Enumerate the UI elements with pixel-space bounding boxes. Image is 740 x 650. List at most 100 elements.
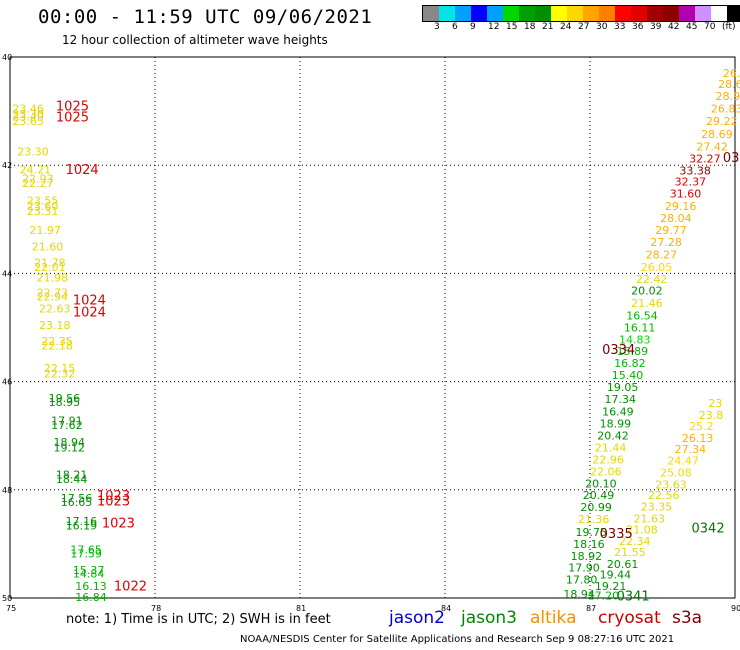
- color-scale-label: 18: [524, 22, 536, 32]
- swh-value: 20.61: [607, 558, 639, 571]
- swh-value: 15.40: [612, 369, 644, 382]
- swh-value: 28.60: [718, 78, 740, 91]
- time-label: 1024: [73, 293, 106, 308]
- swh-value: 23.30: [12, 108, 44, 121]
- swh-value: 27.28: [650, 236, 682, 249]
- color-scale-label: 9: [470, 22, 476, 32]
- time-label: 1025: [56, 111, 89, 126]
- swh-value: 21.78: [34, 257, 66, 270]
- legend-jason3: jason3: [461, 608, 517, 628]
- legend-jason2: jason2: [389, 608, 445, 628]
- swh-value: 16.65: [61, 496, 93, 509]
- time-label: 1023: [102, 516, 135, 531]
- time-label: 0342: [692, 522, 725, 537]
- swh-value: 24.21: [20, 164, 51, 177]
- swh-value: 19.75: [576, 526, 608, 539]
- swh-value: 23.18: [39, 319, 71, 332]
- swh-value: 16.19: [66, 520, 98, 533]
- swh-value: 18.44: [56, 473, 88, 486]
- swh-value: 18.99: [600, 417, 632, 430]
- swh-value: 22.56: [648, 489, 680, 502]
- swh-value: 21.60: [32, 240, 64, 253]
- swh-value: 23.63: [655, 478, 687, 491]
- swh-value: 17.65: [70, 543, 102, 556]
- swh-value: 26.05: [641, 261, 673, 274]
- time-label: 0334: [602, 343, 635, 358]
- swh-value: 20.10: [585, 477, 617, 490]
- swh-value: 32.37: [675, 175, 707, 188]
- swh-value: 19.05: [607, 381, 639, 394]
- color-swatch: [567, 6, 583, 21]
- time-label: 1024: [66, 163, 99, 178]
- legend-s3a: s3a: [672, 608, 703, 628]
- swh-value: 18.92: [571, 550, 603, 563]
- lat-tick-label: 40: [2, 53, 12, 62]
- swh-value: 22.34: [619, 535, 651, 548]
- swh-value: 20.42: [597, 430, 629, 443]
- swh-value: 23.31: [27, 205, 58, 218]
- color-swatch: [519, 6, 535, 21]
- swh-value: 22.32: [44, 367, 75, 380]
- swh-value: 22.63: [39, 303, 71, 316]
- swh-value: 22.73: [37, 286, 68, 299]
- time-labels: 1025102510241024102410231023102310220334…: [56, 100, 740, 605]
- swh-value: 17.90: [568, 562, 600, 575]
- color-scale-label: 6: [452, 22, 458, 32]
- swh-value: 22.18: [41, 339, 73, 352]
- grid-lines: [10, 57, 735, 598]
- swh-value: 17.34: [605, 393, 637, 406]
- swh-value: 14.84: [73, 568, 105, 581]
- color-scale-label: 70: [704, 22, 716, 32]
- swh-value: 17.80: [566, 574, 598, 587]
- swh-value: 29.16: [665, 200, 697, 213]
- lon-tick-label: 81: [296, 604, 306, 613]
- color-swatch: [439, 6, 455, 21]
- color-scale-label: 15: [506, 22, 518, 32]
- swh-value: 29.22: [706, 115, 738, 128]
- swh-value: 32.27: [689, 153, 721, 166]
- color-scale-label: 24: [560, 22, 572, 32]
- swh-value: 17.16: [66, 515, 98, 528]
- swh-value: 17.91: [51, 415, 82, 428]
- swh-value: 22.06: [590, 465, 622, 478]
- color-swatch: [551, 6, 567, 21]
- color-scale-label: 3: [434, 22, 440, 32]
- color-swatch: [599, 6, 615, 21]
- color-scale-label: 39: [650, 22, 662, 32]
- color-scale-label: 21: [542, 22, 554, 32]
- color-scale-label: 42: [668, 22, 680, 32]
- color-scale-label: 30: [596, 22, 608, 32]
- swh-value: 16.49: [602, 405, 634, 418]
- color-scale-labels: 3 6 9 12 15 18 21 24 27 30 33 36 39 42 45 70 (ft): [422, 22, 740, 34]
- color-swatch: [503, 6, 519, 21]
- color-swatch: [615, 6, 631, 21]
- swh-value: 23.30: [17, 146, 49, 159]
- note-text: note: 1) Time is in UTC; 2) SWH is in fe…: [66, 612, 331, 627]
- swh-value: 15.89: [617, 345, 649, 358]
- swh-value: 22.27: [22, 177, 54, 190]
- swh-value: 22.01: [34, 261, 66, 274]
- lat-tick-label: 46: [2, 378, 12, 387]
- lat-tick-label: 48: [2, 486, 12, 495]
- swh-value: 17.56: [61, 492, 93, 505]
- swh-value: 17.62: [51, 419, 82, 432]
- swh-value: 23.65: [12, 115, 44, 128]
- swh-labels: 23.4623.3023.4923.6523.3024.2122.9322.27…: [12, 67, 740, 604]
- lon-tick-label: 84: [441, 604, 451, 613]
- swh-value: 17.20: [588, 589, 620, 602]
- swh-value: 26.5: [723, 67, 740, 80]
- time-label: 1023: [97, 495, 130, 510]
- swh-value: 18.94: [563, 588, 595, 601]
- swh-value: 22.94: [37, 291, 68, 304]
- swh-value: 23.55: [27, 194, 58, 207]
- swh-value: 16.11: [624, 322, 656, 335]
- legend-cryosat: cryosat: [598, 608, 661, 628]
- swh-value: 16.54: [626, 310, 658, 323]
- swh-value: 18.16: [573, 538, 605, 551]
- swh-value: 21.44: [595, 442, 627, 455]
- time-label: 0335: [600, 527, 633, 542]
- swh-value: 28.04: [660, 212, 692, 225]
- swh-value: 20.49: [583, 489, 615, 502]
- color-swatch: [663, 6, 679, 21]
- axis-tick-labels: 75 78 81 84 87 90 40 42 44 46 48 50: [2, 53, 740, 613]
